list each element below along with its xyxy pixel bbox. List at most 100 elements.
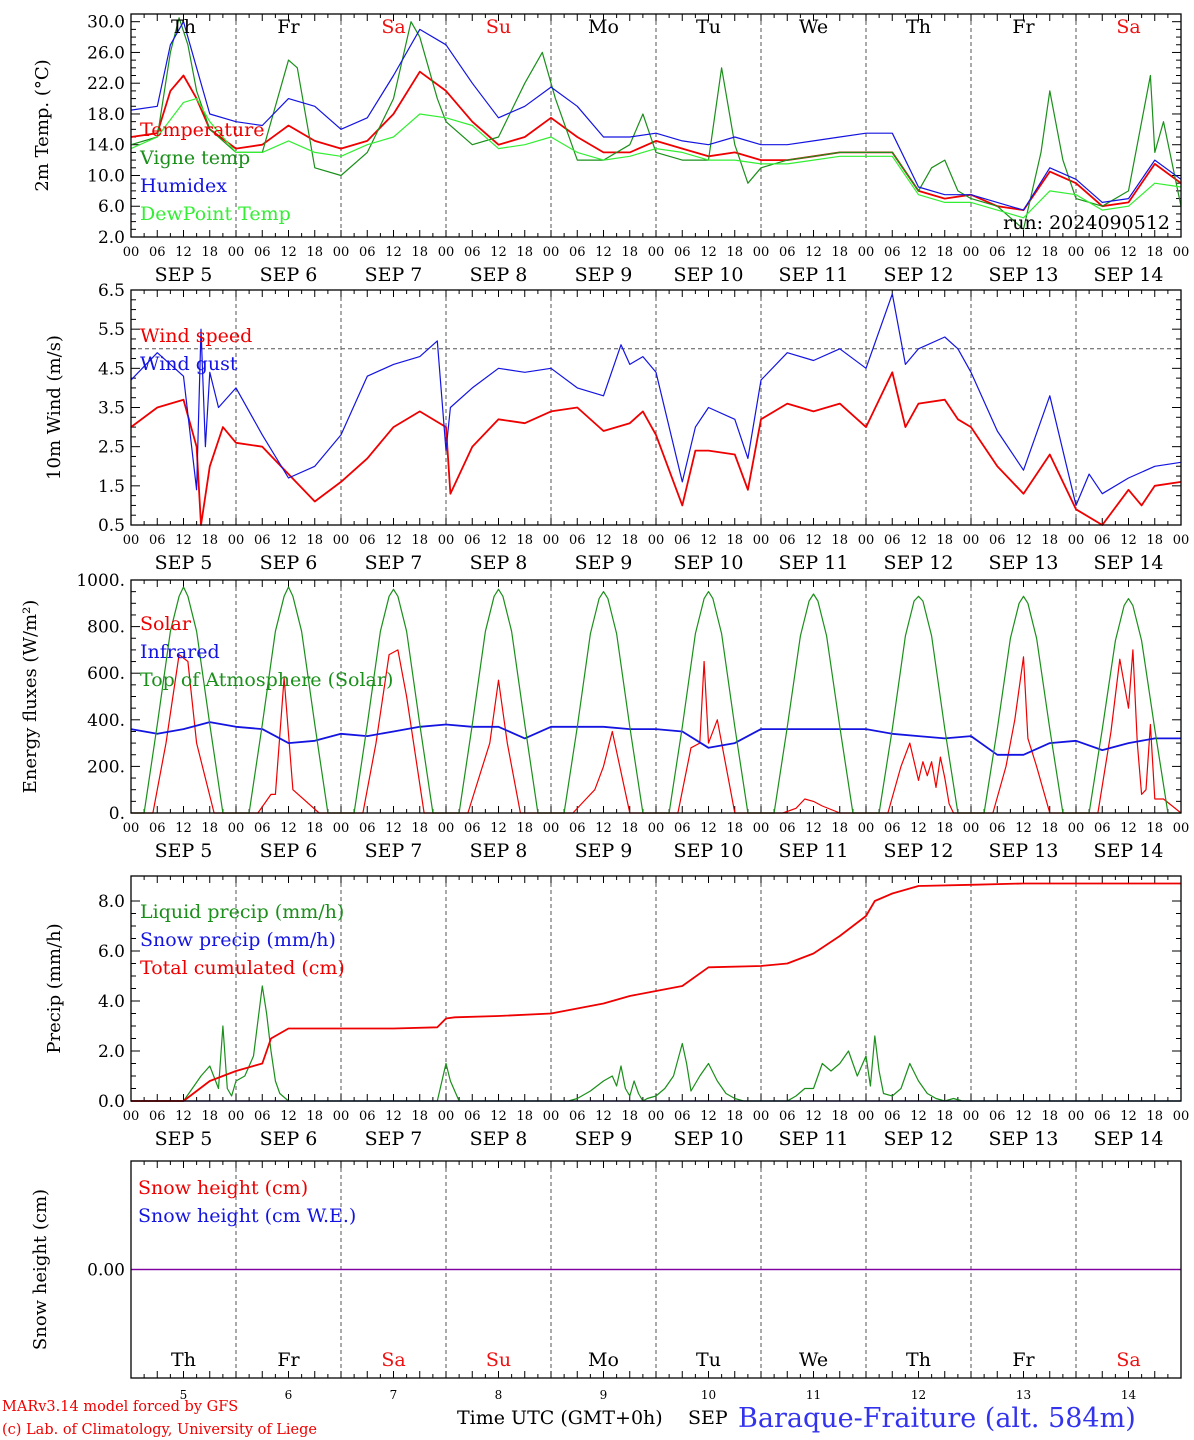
hour-tick-label: 18 <box>831 533 848 548</box>
hour-tick-label: 12 <box>805 821 822 836</box>
hour-tick-label: 06 <box>149 533 166 548</box>
hour-tick-label: 00 <box>228 821 245 836</box>
hour-tick-label: 18 <box>201 245 218 260</box>
hour-tick-label: 18 <box>516 533 533 548</box>
hour-tick-label: 12 <box>910 533 927 548</box>
hour-tick-label: 00 <box>963 1109 980 1124</box>
y-tick-label: 0.5 <box>98 516 125 536</box>
hour-tick-label: 18 <box>621 1109 638 1124</box>
hour-tick-label: 18 <box>516 245 533 260</box>
hour-tick-label: 00 <box>543 533 560 548</box>
y-tick-label: 6.0 <box>98 197 125 217</box>
day-number-label: 12 <box>911 1388 926 1402</box>
series-line-4-1 <box>131 985 1181 1102</box>
date-label: SEP 9 <box>575 1128 633 1150</box>
hour-tick-label: 18 <box>411 1109 428 1124</box>
weekday-label: We <box>799 1349 828 1371</box>
y-tick-label: 6.0 <box>98 942 125 962</box>
hour-tick-label: 06 <box>989 1109 1006 1124</box>
weekday-label: Mo <box>588 1349 619 1371</box>
hour-tick-label: 12 <box>385 821 402 836</box>
y-axis-label: Precip (mm/h) <box>44 923 65 1053</box>
weekday-label: Th <box>906 1349 931 1371</box>
y-tick-label: 2.5 <box>98 438 125 458</box>
hour-tick-label: 12 <box>805 533 822 548</box>
date-label: SEP 14 <box>1094 264 1164 286</box>
hour-tick-label: 12 <box>805 245 822 260</box>
legend-entry: Humidex <box>140 175 227 197</box>
date-label: SEP 8 <box>470 264 528 286</box>
hour-tick-label: 12 <box>700 1109 717 1124</box>
hour-tick-label: 06 <box>254 245 271 260</box>
hour-tick-label: 06 <box>569 533 586 548</box>
weekday-label: Fr <box>1012 1349 1035 1371</box>
hour-tick-label: 00 <box>1068 1109 1085 1124</box>
date-label: SEP 14 <box>1094 552 1164 574</box>
date-label: SEP 9 <box>575 840 633 862</box>
plot-frame <box>130 579 1182 814</box>
date-label: SEP 7 <box>365 552 423 574</box>
hour-tick-label: 12 <box>1015 245 1032 260</box>
hour-tick-label: 00 <box>1173 821 1190 836</box>
hour-tick-label: 12 <box>490 821 507 836</box>
hour-tick-label: 00 <box>648 245 665 260</box>
y-tick-label: 0.00 <box>87 1261 125 1281</box>
hour-tick-label: 00 <box>963 533 980 548</box>
y-tick-label: 200. <box>87 757 125 777</box>
hour-tick-label: 12 <box>595 1109 612 1124</box>
legend-entry: Solar <box>140 613 192 635</box>
hour-tick-label: 06 <box>989 533 1006 548</box>
hour-tick-label: 06 <box>1094 245 1111 260</box>
series-line-2-2 <box>130 293 1182 506</box>
hour-tick-label: 06 <box>254 533 271 548</box>
hour-tick-label: 12 <box>700 821 717 836</box>
hour-tick-label: 00 <box>1173 1109 1190 1124</box>
hour-tick-label: 12 <box>1015 1109 1032 1124</box>
hour-tick-label: 18 <box>726 1109 743 1124</box>
date-label: SEP 12 <box>884 840 954 862</box>
day-number-label: 11 <box>806 1388 821 1402</box>
hour-tick-label: 18 <box>306 1109 323 1124</box>
hour-tick-label: 06 <box>779 245 796 260</box>
y-axis-label: 10m Wind (m/s) <box>44 335 65 480</box>
hour-tick-label: 12 <box>595 533 612 548</box>
hour-tick-label: 00 <box>123 821 140 836</box>
date-label: SEP 10 <box>674 264 744 286</box>
plot-frame <box>130 13 1182 238</box>
hour-tick-label: 12 <box>280 245 297 260</box>
weekday-label: Sa <box>1116 16 1140 38</box>
day-number-label: 9 <box>600 1388 608 1402</box>
hour-tick-label: 00 <box>963 245 980 260</box>
hour-tick-label: 06 <box>779 1109 796 1124</box>
date-label: SEP 6 <box>260 840 318 862</box>
panel-1: 2.0 6.0 10.0 14.0 18.0 22.0 26.0 30.0 Temperatur… <box>32 13 1189 286</box>
date-label: SEP 9 <box>575 552 633 574</box>
date-label: SEP 11 <box>779 1128 849 1150</box>
hour-tick-label: 00 <box>543 1109 560 1124</box>
legend-entry: Wind gust <box>140 353 238 375</box>
hour-tick-label: 06 <box>569 821 586 836</box>
hour-tick-label: 18 <box>831 1109 848 1124</box>
hour-tick-label: 00 <box>858 245 875 260</box>
hour-tick-label: 18 <box>306 245 323 260</box>
weekday-label: Fr <box>1012 16 1035 38</box>
date-label: SEP 14 <box>1094 840 1164 862</box>
hour-tick-label: 18 <box>1041 1109 1058 1124</box>
hour-tick-label: 12 <box>595 821 612 836</box>
date-label: SEP 13 <box>989 840 1059 862</box>
date-label: SEP 10 <box>674 840 744 862</box>
hour-tick-label: 06 <box>989 821 1006 836</box>
hour-tick-label: 18 <box>201 533 218 548</box>
weekday-label: Sa <box>381 1349 405 1371</box>
legend-entry: Snow height (cm) <box>138 1177 308 1199</box>
hour-tick-label: 18 <box>936 821 953 836</box>
hour-tick-label: 06 <box>149 1109 166 1124</box>
y-tick-label: 3.5 <box>98 399 125 419</box>
y-tick-label: 14.0 <box>87 136 125 156</box>
hour-tick-label: 18 <box>201 1109 218 1124</box>
date-label: SEP 8 <box>470 1128 528 1150</box>
hour-tick-label: 00 <box>438 533 455 548</box>
hour-tick-label: 12 <box>280 533 297 548</box>
hour-tick-label: 18 <box>411 533 428 548</box>
